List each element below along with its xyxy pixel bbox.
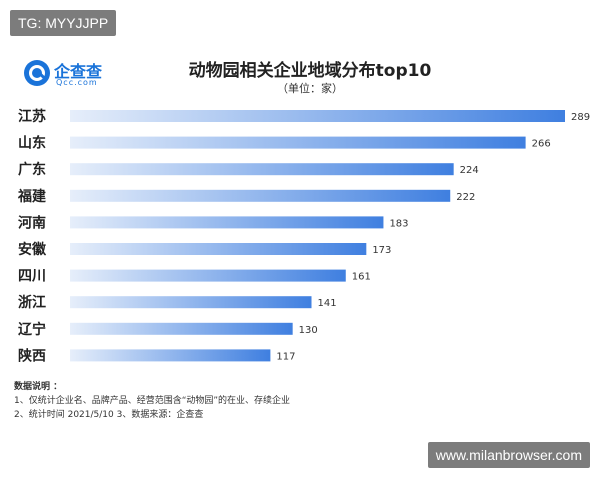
bar xyxy=(70,296,312,309)
category-label: 陕西 xyxy=(18,347,46,364)
category-label: 四川 xyxy=(18,269,46,285)
category-label: 辽宁 xyxy=(18,321,46,338)
value-label: 130 xyxy=(299,325,318,336)
bar xyxy=(70,349,271,362)
category-label: 浙江 xyxy=(18,294,46,311)
category-label: 广东 xyxy=(18,161,46,178)
category-label: 福建 xyxy=(17,188,46,205)
bar xyxy=(70,269,346,282)
value-label: 183 xyxy=(389,218,408,229)
value-label: 222 xyxy=(456,192,475,203)
bar-chart: 江苏 289 山东 266 广东 224 福建 222 河南 183 安徽 173 四川 161 浙江 141… xyxy=(17,108,590,364)
value-label: 289 xyxy=(571,112,590,123)
value-label: 224 xyxy=(460,165,479,176)
category-label: 江苏 xyxy=(18,108,46,125)
bar xyxy=(70,163,454,176)
category-label: 山东 xyxy=(18,135,46,152)
category-label: 河南 xyxy=(18,214,46,231)
value-label: 266 xyxy=(532,139,551,150)
chart-subtitle: （单位：家） xyxy=(277,82,343,95)
notes-line-2: 2、统计时间 2021/5/10 3、数据来源：企查查 xyxy=(14,410,204,420)
bar xyxy=(70,110,565,122)
logo-sub: Qcc.com xyxy=(56,78,98,87)
logo-name: 企查查 xyxy=(54,62,103,81)
bar xyxy=(70,189,451,202)
data-notes: 数据说明 ： 1、仅统计企业名、品牌产品、经营范围含“动物园”的在业、存续企业 … xyxy=(14,380,290,422)
value-label: 117 xyxy=(276,351,295,362)
bar xyxy=(70,243,367,255)
watermark-top: TG: MYYJJPP xyxy=(10,10,117,36)
notes-heading: 数据说明 ： xyxy=(14,382,63,392)
bar xyxy=(70,136,526,149)
bar xyxy=(70,322,293,335)
value-label: 173 xyxy=(372,245,391,256)
chart-title: 动物园相关企业地域分布top10 xyxy=(188,61,432,81)
value-label: 161 xyxy=(352,272,371,283)
value-label: 141 xyxy=(318,298,337,309)
category-label: 安徽 xyxy=(18,241,47,258)
watermark-bottom: www.milanbrowser.com xyxy=(427,442,590,468)
qcc-logo-icon xyxy=(24,60,50,86)
notes-line-1: 1、仅统计企业名、品牌产品、经营范围含“动物园”的在业、存续企业 xyxy=(14,396,291,406)
bar xyxy=(70,216,384,229)
